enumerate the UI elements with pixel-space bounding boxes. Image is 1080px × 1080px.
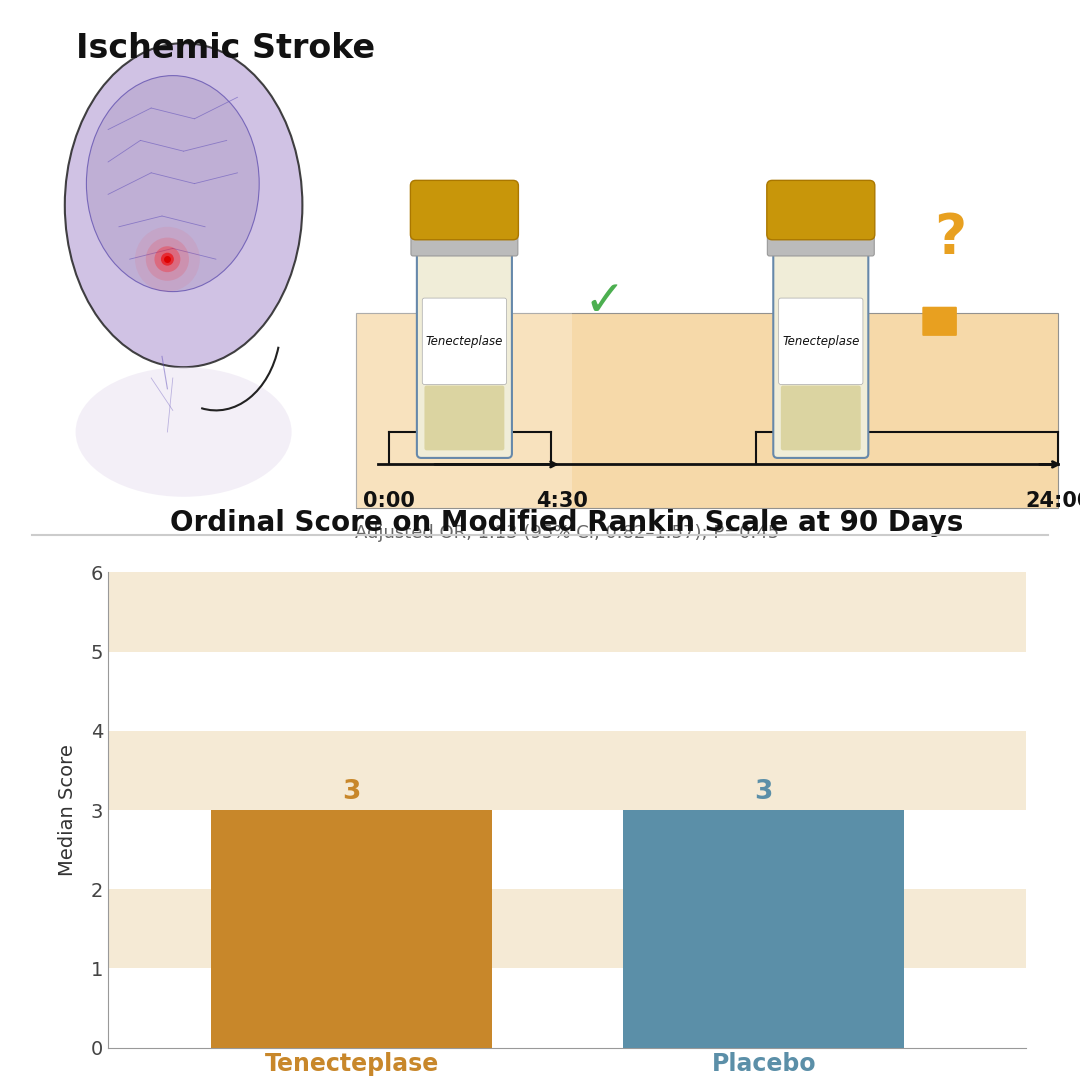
- FancyBboxPatch shape: [767, 230, 875, 256]
- Text: Tenecteplase: Tenecteplase: [426, 335, 503, 348]
- Text: Tenecteplase: Tenecteplase: [782, 335, 860, 348]
- FancyBboxPatch shape: [779, 298, 863, 384]
- Bar: [108, 731, 1026, 810]
- Bar: [623, 810, 904, 1048]
- FancyBboxPatch shape: [767, 180, 875, 240]
- FancyBboxPatch shape: [417, 233, 512, 458]
- FancyBboxPatch shape: [422, 298, 507, 384]
- Circle shape: [146, 238, 189, 281]
- FancyBboxPatch shape: [424, 386, 504, 450]
- Text: ?: ?: [934, 211, 967, 265]
- Bar: [356, 313, 572, 508]
- Circle shape: [154, 246, 180, 272]
- Text: 0:00: 0:00: [363, 491, 415, 512]
- FancyBboxPatch shape: [922, 307, 957, 336]
- Text: Ischemic Stroke: Ischemic Stroke: [76, 32, 375, 66]
- Bar: [108, 572, 1026, 651]
- Circle shape: [165, 257, 170, 261]
- Text: 4:30: 4:30: [536, 491, 588, 512]
- Circle shape: [135, 227, 200, 292]
- FancyBboxPatch shape: [356, 313, 1058, 508]
- Title: Ordinal Score on Modified Rankin Scale at 90 Days: Ordinal Score on Modified Rankin Scale a…: [171, 509, 963, 537]
- Text: ✓: ✓: [584, 279, 625, 326]
- Ellipse shape: [86, 76, 259, 292]
- Bar: [108, 889, 1026, 969]
- FancyBboxPatch shape: [410, 180, 518, 240]
- Y-axis label: Median Score: Median Score: [57, 744, 77, 876]
- Text: 24:00: 24:00: [1025, 491, 1080, 512]
- Text: Adjusted OR, 1.13 (95% CI, 0.82–1.57); P=0.45: Adjusted OR, 1.13 (95% CI, 0.82–1.57); P…: [355, 524, 779, 541]
- FancyBboxPatch shape: [773, 233, 868, 458]
- Ellipse shape: [76, 367, 292, 497]
- FancyBboxPatch shape: [781, 386, 861, 450]
- Bar: [211, 810, 492, 1048]
- Circle shape: [161, 253, 174, 266]
- Text: 3: 3: [342, 780, 361, 806]
- Text: 3: 3: [755, 780, 773, 806]
- Ellipse shape: [65, 43, 302, 367]
- FancyBboxPatch shape: [410, 230, 518, 256]
